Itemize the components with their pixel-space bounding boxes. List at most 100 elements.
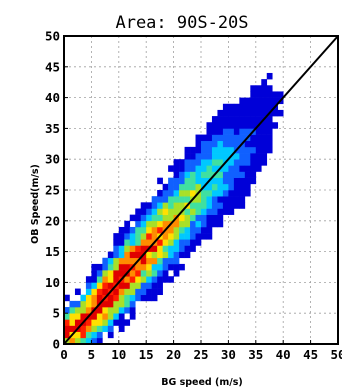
density-cell <box>124 251 131 259</box>
density-cell <box>217 214 224 222</box>
density-cell <box>135 214 142 222</box>
density-cell <box>69 325 76 332</box>
density-cell <box>184 220 191 228</box>
density-cell <box>113 319 120 326</box>
x-tick-labels: 0 5 10 15 20 25 30 35 40 45 50 <box>60 340 342 362</box>
density-cell <box>80 325 87 332</box>
density-cell <box>85 294 92 302</box>
density-cell <box>146 257 152 265</box>
density-cell <box>162 251 169 259</box>
density-cell <box>135 251 142 259</box>
density-cell <box>85 331 92 339</box>
x-tick-label: 30 <box>221 347 236 362</box>
density-cell <box>211 220 218 228</box>
density-cell <box>173 263 180 271</box>
density-cell <box>74 313 81 320</box>
density-cell <box>118 307 125 314</box>
density-cell <box>168 276 174 283</box>
density-cell <box>250 153 257 160</box>
density-cell <box>206 159 213 166</box>
y-tick-label: 50 <box>45 29 60 44</box>
density-cell <box>96 294 103 302</box>
density-cell <box>206 171 213 178</box>
density-cell <box>195 214 202 222</box>
density-cell <box>179 263 185 271</box>
density-cell <box>168 245 174 252</box>
density-cell <box>195 159 202 166</box>
density-cell <box>151 245 158 252</box>
density-cell <box>168 165 174 172</box>
density-cell <box>179 220 185 228</box>
density-cell <box>217 171 224 178</box>
density-cell <box>239 153 246 160</box>
density-cells <box>64 72 284 345</box>
density-cell <box>162 202 169 209</box>
density-cell <box>129 270 136 277</box>
y-tick-label: 45 <box>45 59 60 74</box>
density-cell <box>179 251 185 259</box>
density-cell <box>80 331 87 339</box>
density-cell <box>222 134 229 142</box>
density-cell <box>179 171 185 178</box>
density-cell <box>168 257 174 265</box>
density-cell <box>124 257 131 265</box>
density-cell <box>107 313 114 320</box>
density-cell <box>244 103 251 111</box>
density-cell <box>118 288 125 296</box>
density-cell <box>85 337 92 345</box>
density-cell <box>146 263 152 271</box>
density-cell <box>190 146 196 154</box>
density-cell <box>157 226 163 234</box>
density-cell <box>211 146 218 154</box>
density-cell <box>195 202 202 209</box>
density-cell <box>118 294 125 302</box>
density-cell <box>107 257 114 265</box>
density-cell <box>250 97 257 105</box>
density-cell <box>190 190 196 197</box>
density-cell <box>233 122 240 129</box>
density-cell <box>118 300 125 308</box>
density-cell <box>113 270 120 277</box>
density-cell <box>211 153 218 160</box>
density-cell <box>239 165 246 172</box>
density-cell <box>162 276 169 283</box>
density-cell <box>255 109 262 117</box>
density-cell <box>124 226 131 234</box>
density-cell <box>113 245 120 252</box>
density-cell <box>184 239 191 246</box>
density-cell <box>206 165 213 172</box>
density-cell <box>85 288 92 296</box>
density-cell <box>107 294 114 302</box>
density-cell <box>124 239 131 246</box>
density-cell <box>190 245 196 252</box>
density-cell <box>146 202 152 209</box>
density-cell <box>239 196 246 203</box>
density-cell <box>201 220 207 228</box>
density-cell <box>244 109 251 117</box>
density-cell <box>179 177 185 185</box>
density-cell <box>91 319 98 326</box>
density-cell <box>124 307 131 314</box>
density-cell <box>201 165 207 172</box>
density-cell <box>217 202 224 209</box>
density-cell <box>151 208 158 215</box>
density-cell <box>69 337 76 345</box>
density-cell <box>140 257 147 265</box>
density-cell <box>195 153 202 160</box>
density-cell <box>157 190 163 197</box>
density-cell <box>261 140 268 148</box>
density-cell <box>206 220 213 228</box>
density-cell <box>129 276 136 283</box>
density-cell <box>162 196 169 203</box>
density-cell <box>190 159 196 166</box>
density-cell <box>74 300 81 308</box>
density-cell <box>118 257 125 265</box>
x-axis-label: BG speed (m/s) <box>161 377 243 387</box>
density-cell <box>146 276 152 283</box>
density-cell <box>184 214 191 222</box>
density-cell <box>140 214 147 222</box>
density-cell <box>244 128 251 135</box>
density-cell <box>266 140 273 148</box>
density-cell <box>222 177 229 185</box>
density-cell <box>151 214 158 222</box>
